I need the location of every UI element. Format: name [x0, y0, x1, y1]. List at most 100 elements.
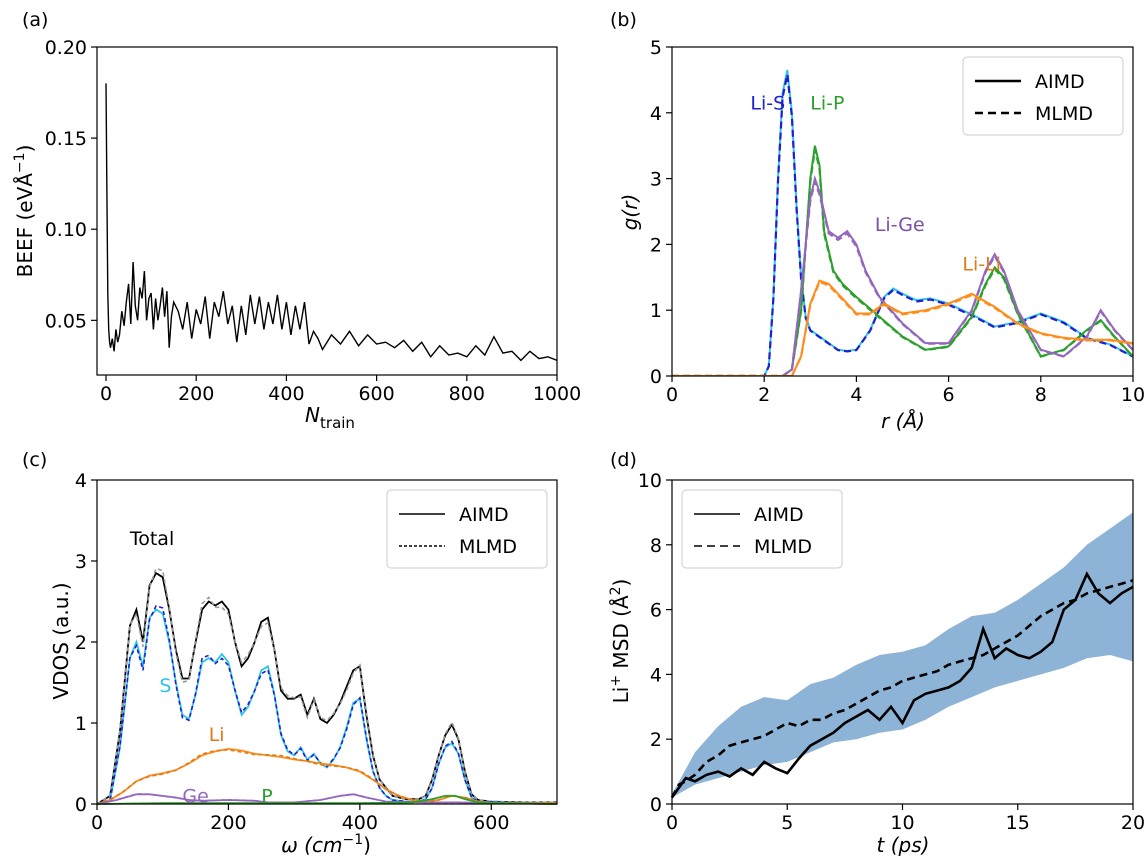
panel-b-xtick-label-3: 6 — [943, 384, 955, 406]
panel-d-ytick-label-0: 0 — [650, 794, 662, 816]
panel-a-ytick-label-3: 0.20 — [45, 37, 87, 59]
panel-a-ylabel-sup: −1 — [12, 152, 28, 173]
panel-c-s-aimd-line — [96, 608, 557, 805]
plot-b: 0 2 4 6 8 10 0 1 2 3 4 5 Li-S Li-P Li-Ge Li-Li AIMD MLMD — [650, 37, 1145, 406]
panel-c-annotation-1: S — [159, 675, 171, 697]
panel-a-xtick-label-3: 600 — [358, 383, 394, 405]
panel-d-ylabel: Li+ MSD (Å2) — [608, 579, 633, 704]
panel-a-ylabel-end: ) — [13, 145, 37, 153]
panel-c-ytick-label-1: 1 — [75, 713, 87, 735]
panel-d-ylabel-mid: MSD (Å — [609, 595, 633, 675]
panel-d-xtick-label-1: 5 — [781, 812, 793, 834]
panel-c-ytick-label-4: 4 — [75, 470, 87, 492]
panel-d-ytick-label-5: 10 — [638, 470, 662, 492]
panel-d-ylabel-main: Li — [609, 687, 633, 704]
panel-c-ytick-label-0: 0 — [75, 794, 87, 816]
panel-b-li-ge-mlmd-line — [672, 177, 1133, 376]
panel-b-annotation-1: Li-P — [810, 93, 844, 115]
panel-b-frame — [671, 46, 1134, 377]
panel-c-ylabel: VDOS (a.u.) — [49, 582, 73, 699]
panel-b-annotation-0: Li-S — [750, 93, 785, 115]
panel-b-li-s-mlmd-line — [672, 74, 1133, 376]
panel-d-ylabel-sup1: + — [608, 675, 624, 687]
panel-b-ytick-label-3: 3 — [650, 169, 662, 191]
panel-a-ytick-label-0: 0.05 — [45, 310, 87, 332]
panel-a-ytick-label-2: 0.15 — [45, 128, 87, 150]
panel-d-ytick-label-4: 8 — [650, 535, 662, 557]
panel-b-annotation-2: Li-Ge — [875, 214, 925, 236]
panel-a-xtick-label-1: 200 — [178, 383, 214, 405]
panel-c-xlabel-sup: −1 — [342, 832, 363, 848]
panel-c-total-mlmd-line — [96, 567, 557, 805]
panel-d-xtick-label-3: 15 — [1006, 812, 1030, 834]
panel-c-p-aimd-line — [96, 795, 558, 805]
panel-b-label: (b) — [610, 9, 637, 31]
panel-c-s-mlmd-line — [96, 604, 557, 805]
panel-d-xlabel: t (ps) — [877, 833, 930, 857]
panel-c-xlabel: ω (cm−1) — [281, 832, 371, 857]
panel-d-ytick-label-2: 4 — [650, 664, 662, 686]
panel-c-xtick-label-3: 600 — [473, 812, 509, 834]
panel-c-legend-label-1: MLMD — [459, 536, 517, 558]
panel-d-ytick-label-3: 6 — [650, 600, 662, 622]
panel-d-label: (d) — [610, 449, 637, 471]
panel-b-ytick-label-0: 0 — [650, 366, 662, 388]
panel-d-xtick-label-0: 0 — [666, 812, 678, 834]
panel-b-ytick-label-5: 5 — [650, 37, 662, 59]
panel-a-xlabel: Ntrain — [305, 403, 355, 432]
panel-c-xtick-label-2: 400 — [342, 812, 378, 834]
panel-d-ylabel-sup2: 2 — [608, 586, 624, 595]
panel-b-xtick-label-2: 4 — [850, 384, 862, 406]
panel-d-legend-label-0: AIMD — [754, 504, 804, 526]
panel-b-xtick-label-0: 0 — [666, 384, 678, 406]
panel-c-annotation-0: Total — [129, 528, 174, 550]
panel-d-mlmd-line — [670, 579, 1134, 799]
panel-c-xtick-label-0: 0 — [91, 812, 103, 834]
panel-d-uncertainty-band — [672, 512, 1133, 798]
panel-b-li-ge-aimd-line — [672, 175, 1133, 376]
panel-a-ylabel: BEEF (eVÅ−1) — [12, 145, 37, 278]
panel-c-label: (c) — [22, 449, 47, 471]
panel-a-xtick-label-0: 0 — [100, 383, 112, 405]
panel-b-xlabel: r (Å) — [881, 409, 925, 433]
panel-b-li-li-mlmd-line — [672, 280, 1133, 376]
panel-b-xtick-label-1: 2 — [758, 384, 770, 406]
panel-b-xtick-label-5: 10 — [1121, 384, 1145, 406]
panel-a: (a) 0 200 400 600 800 1000 0.05 0.10 0.15 0.20 Nt… — [12, 9, 581, 432]
panel-d-xtick-label-2: 10 — [890, 812, 914, 834]
panel-c-legend-label-0: AIMD — [459, 504, 509, 526]
panel-d-legend-box — [681, 489, 843, 569]
panel-d-legend-label-1: MLMD — [754, 536, 812, 558]
panel-b-ylabel: g(r) — [618, 194, 642, 231]
panel-c-xlabel-main: ω (cm — [281, 833, 342, 857]
panel-b-ytick-label-4: 4 — [650, 103, 662, 125]
panel-c-li-mlmd-line — [96, 748, 557, 805]
panel-a-xtick-label-4: 800 — [449, 383, 485, 405]
panel-a-label: (a) — [22, 9, 48, 31]
panel-b-legend-label-0: AIMD — [1035, 71, 1085, 93]
panel-c-ytick-label-2: 2 — [75, 632, 87, 654]
plot-a: 0 200 400 600 800 1000 0.05 0.10 0.15 0.20 — [45, 37, 581, 405]
panel-c-legend-box — [386, 489, 548, 569]
panel-b: (b) 0 2 4 6 8 10 0 1 2 3 4 5 Li-S Li-P Li-Ge Li-Li AIMD M… — [610, 9, 1145, 433]
panel-b-li-p-aimd-line — [672, 145, 1133, 376]
panel-b-series-group — [672, 69, 1133, 376]
panel-b-xtick-label-4: 8 — [1035, 384, 1047, 406]
panel-b-ytick-label-1: 1 — [650, 300, 662, 322]
panel-a-xlabel-main: N — [305, 403, 320, 427]
panel-a-xtick-label-5: 1000 — [533, 383, 581, 405]
panel-c: (c) 0 200 400 600 0 1 2 3 4 Total S Li Ge P AIMD MLMD ω… — [22, 449, 558, 857]
panel-b-annotation-3: Li-Li — [962, 254, 1001, 276]
panel-b-ytick-label-2: 2 — [650, 234, 662, 256]
panel-c-ytick-label-3: 3 — [75, 551, 87, 573]
panel-b-legend-label-1: MLMD — [1035, 103, 1093, 125]
panel-a-ytick-label-1: 0.10 — [45, 219, 87, 241]
panel-a-xtick-label-2: 400 — [268, 383, 304, 405]
plot-d: 0 5 10 15 20 0 2 4 6 8 10 AIMD MLMD — [638, 470, 1145, 834]
panel-c-annotation-2: Li — [209, 724, 225, 746]
panel-d-xtick-label-4: 20 — [1121, 812, 1145, 834]
panel-b-legend-box — [962, 56, 1124, 136]
panel-b-li-p-mlmd-line — [672, 148, 1133, 376]
panel-a-ylabel-main: BEEF (eVÅ — [13, 173, 37, 278]
panel-c-annotation-4: P — [261, 785, 272, 807]
